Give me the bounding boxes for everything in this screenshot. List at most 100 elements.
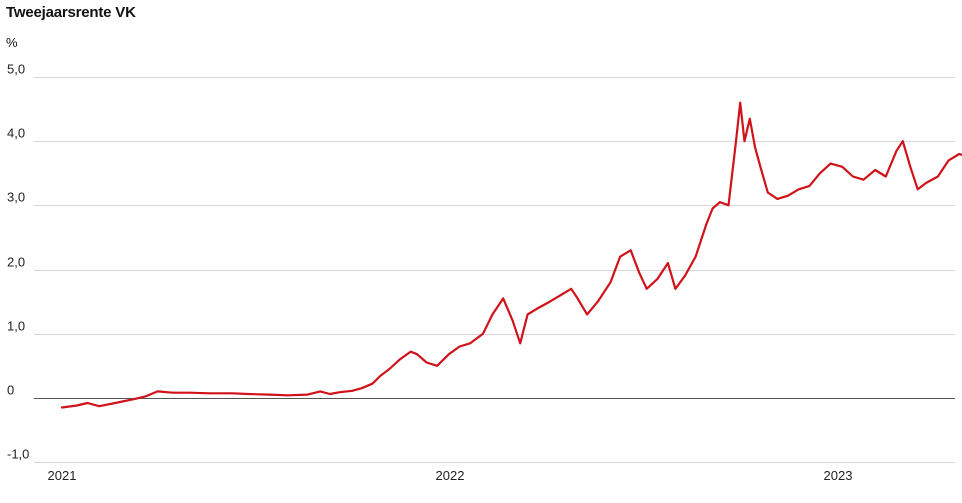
data-point bbox=[86, 402, 89, 404]
data-point bbox=[694, 255, 697, 258]
y-tick-label: 1,0 bbox=[7, 319, 25, 334]
data-point bbox=[247, 393, 249, 395]
chart-title: Tweejaarsrente VK bbox=[6, 4, 136, 21]
y-axis-ticks: 5,0 4,0 3,0 2,0 1,0 0 -1,0 bbox=[7, 62, 29, 462]
series-layer bbox=[60, 101, 962, 409]
data-point bbox=[841, 165, 844, 168]
data-point bbox=[399, 358, 401, 361]
data-point bbox=[754, 146, 756, 149]
data-point bbox=[874, 169, 877, 171]
data-point bbox=[776, 198, 779, 200]
data-point bbox=[409, 350, 412, 353]
data-point bbox=[388, 368, 391, 370]
data-point bbox=[719, 201, 721, 204]
data-point bbox=[188, 391, 191, 394]
data-point bbox=[909, 165, 912, 168]
data-point bbox=[98, 405, 101, 408]
data-point bbox=[537, 307, 540, 309]
data-point bbox=[748, 117, 751, 120]
data-point bbox=[482, 332, 484, 335]
data-point bbox=[133, 398, 136, 400]
data-point bbox=[947, 159, 950, 162]
data-point bbox=[360, 387, 363, 390]
data-point bbox=[339, 391, 342, 393]
data-point bbox=[619, 255, 621, 258]
data-point bbox=[371, 382, 374, 385]
data-point bbox=[306, 393, 309, 396]
data-point bbox=[829, 162, 832, 165]
data-point bbox=[448, 353, 450, 356]
data-point bbox=[808, 185, 811, 188]
x-tick-label: 2023 bbox=[824, 468, 853, 483]
data-point bbox=[766, 191, 769, 194]
x-tick-label: 2021 bbox=[48, 468, 77, 483]
data-point bbox=[559, 294, 562, 297]
data-point bbox=[76, 404, 78, 407]
data-point bbox=[502, 297, 505, 300]
data-point bbox=[937, 175, 939, 178]
data-point bbox=[425, 361, 428, 364]
data-point bbox=[491, 313, 494, 316]
data-point bbox=[684, 275, 686, 277]
data-point bbox=[884, 175, 887, 178]
y-unit-label: % bbox=[6, 35, 18, 50]
data-point bbox=[797, 188, 800, 191]
data-point bbox=[61, 406, 63, 409]
data-point bbox=[901, 140, 904, 143]
data-point bbox=[570, 287, 573, 290]
data-point bbox=[711, 207, 714, 210]
y-tick-label: 4,0 bbox=[7, 126, 25, 141]
data-point bbox=[852, 175, 854, 178]
data-point bbox=[526, 313, 529, 316]
x-tick-label: 2022 bbox=[436, 468, 465, 483]
data-point bbox=[144, 395, 146, 398]
data-point bbox=[319, 390, 322, 393]
y-tick-label: 0 bbox=[7, 383, 14, 398]
y-tick-label: 3,0 bbox=[7, 190, 25, 205]
y-tick-label: 2,0 bbox=[7, 255, 25, 270]
data-point bbox=[380, 374, 382, 377]
data-point bbox=[759, 165, 762, 168]
data-point bbox=[705, 223, 708, 226]
data-point bbox=[469, 342, 472, 345]
data-point bbox=[787, 194, 789, 197]
data-point bbox=[114, 402, 117, 404]
data-point bbox=[638, 271, 641, 274]
data-point bbox=[735, 140, 737, 143]
data-point bbox=[656, 278, 659, 280]
data-point bbox=[549, 300, 551, 303]
data-point bbox=[436, 364, 439, 367]
data-point bbox=[862, 178, 865, 181]
data-point bbox=[743, 140, 746, 143]
data-point bbox=[596, 300, 599, 303]
data-point bbox=[727, 204, 730, 207]
data-point bbox=[458, 345, 461, 348]
data-point bbox=[916, 188, 919, 191]
data-point bbox=[416, 353, 418, 356]
data-point bbox=[351, 389, 354, 392]
data-point bbox=[645, 287, 648, 290]
data-point bbox=[958, 153, 961, 155]
data-point bbox=[329, 393, 331, 395]
data-point bbox=[123, 400, 126, 402]
data-point bbox=[286, 394, 289, 397]
data-point bbox=[629, 249, 632, 252]
x-axis-ticks: 2021 2022 2023 bbox=[48, 468, 853, 483]
data-point bbox=[511, 319, 514, 322]
series-line bbox=[60, 101, 962, 409]
data-point bbox=[819, 172, 821, 175]
grid-layer bbox=[34, 77, 955, 463]
data-point bbox=[171, 391, 174, 394]
data-point bbox=[739, 101, 742, 104]
data-point bbox=[895, 149, 898, 152]
data-point bbox=[576, 297, 579, 300]
data-point bbox=[231, 392, 234, 395]
y-tick-label: -1,0 bbox=[7, 447, 29, 462]
data-point bbox=[268, 393, 271, 396]
data-point bbox=[519, 342, 522, 345]
y-tick-label: 5,0 bbox=[7, 62, 25, 77]
data-point bbox=[609, 281, 612, 284]
data-point bbox=[674, 287, 677, 290]
data-point bbox=[667, 262, 669, 264]
